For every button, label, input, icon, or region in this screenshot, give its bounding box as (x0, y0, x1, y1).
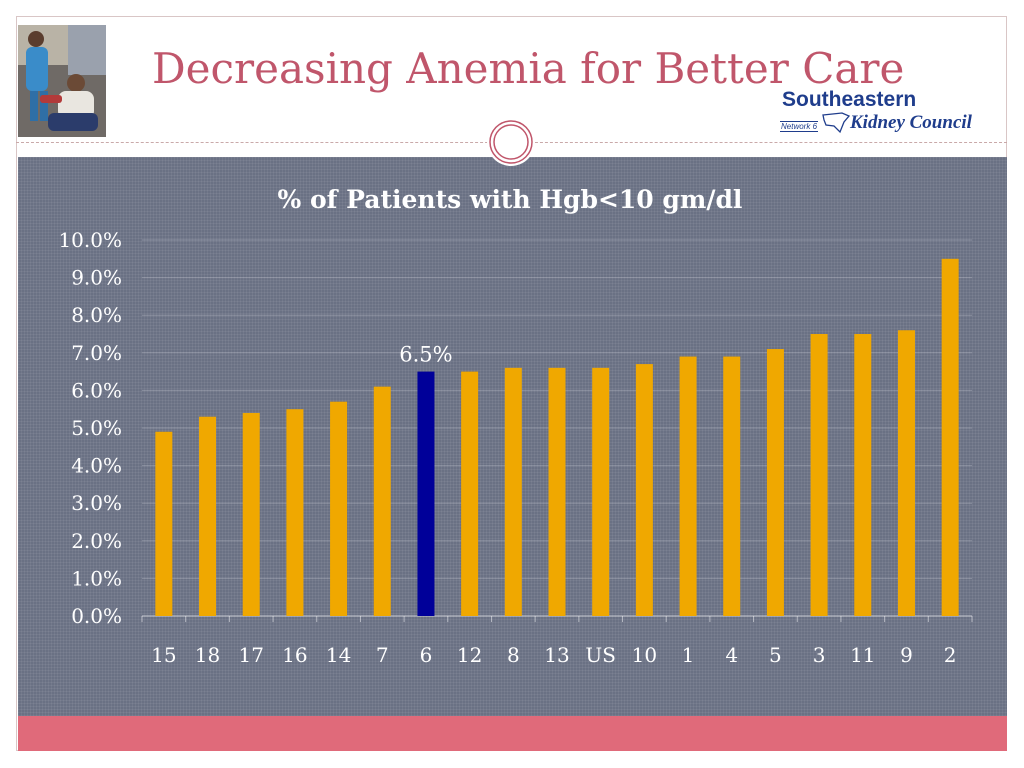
x-tick-label: 1 (682, 643, 695, 667)
bar (548, 367, 566, 616)
x-tick-label: 5 (769, 643, 782, 667)
chart-title: % of Patients with Hgb<10 gm/dl (278, 185, 743, 214)
bar (461, 371, 479, 616)
x-axis: 15 18 17 16 14 7 6 12 8 13 US 10 1 4 5 3 11 9 2 (141, 616, 973, 667)
ring-ornament-icon (487, 118, 535, 166)
bar (941, 258, 959, 616)
bar (199, 416, 217, 616)
bar-highlight (417, 371, 435, 616)
bar (592, 367, 610, 616)
data-labels: 6.5% (399, 343, 452, 367)
slide-title: Decreasing Anemia for Better Care (152, 44, 905, 93)
bar (635, 364, 653, 616)
y-tick-label: 2.0% (71, 529, 122, 553)
x-tick-label: 18 (195, 643, 220, 667)
y-tick-label: 1.0% (71, 566, 122, 590)
state-outline-icon (822, 112, 850, 134)
bar (810, 334, 828, 616)
data-label: 6.5% (399, 343, 452, 367)
y-tick-label: 7.0% (71, 341, 122, 365)
x-tick-label: 16 (282, 643, 307, 667)
y-tick-label: 8.0% (71, 303, 122, 327)
x-tick-label: 6 (420, 643, 433, 667)
x-tick-label: 9 (900, 643, 913, 667)
bar (679, 356, 697, 616)
bar (242, 412, 260, 616)
y-tick-label: 6.0% (71, 378, 122, 402)
y-tick-label: 9.0% (71, 266, 122, 290)
x-tick-label: 2 (944, 643, 957, 667)
organization-logo: Southeastern Network 6 Kidney Council (778, 88, 983, 138)
x-tick-label: 11 (850, 643, 875, 667)
y-tick-label: 0.0% (71, 604, 122, 628)
bar (330, 401, 348, 616)
bar (155, 431, 173, 616)
bar (766, 349, 784, 616)
x-tick-label: 10 (632, 643, 657, 667)
y-tick-label: 3.0% (71, 491, 122, 515)
logo-line-1: Southeastern (782, 88, 917, 111)
x-tick-label: 8 (507, 643, 520, 667)
bar-series (155, 258, 959, 616)
y-tick-label: 5.0% (71, 416, 122, 440)
x-tick-label: 13 (544, 643, 569, 667)
logo-network-label: Network 6 (780, 121, 819, 132)
footer-bar (18, 716, 1007, 751)
x-tick-label: 14 (326, 643, 351, 667)
x-tick-label: US (585, 643, 616, 667)
x-tick-label: 3 (813, 643, 826, 667)
bar (373, 386, 391, 616)
x-tick-label: 4 (725, 643, 738, 667)
bar (504, 367, 522, 616)
nurse-patient-photo (18, 25, 106, 137)
x-tick-label: 17 (238, 643, 263, 667)
x-tick-label: 12 (457, 643, 482, 667)
y-tick-label: 4.0% (71, 454, 122, 478)
bar (286, 409, 304, 616)
y-tick-label: 10.0% (58, 228, 122, 252)
bar (854, 334, 872, 616)
bar (897, 330, 915, 616)
x-tick-label: 7 (376, 643, 389, 667)
bar (723, 356, 741, 616)
x-tick-label: 15 (151, 643, 176, 667)
logo-line-2: Kidney Council (850, 112, 972, 133)
